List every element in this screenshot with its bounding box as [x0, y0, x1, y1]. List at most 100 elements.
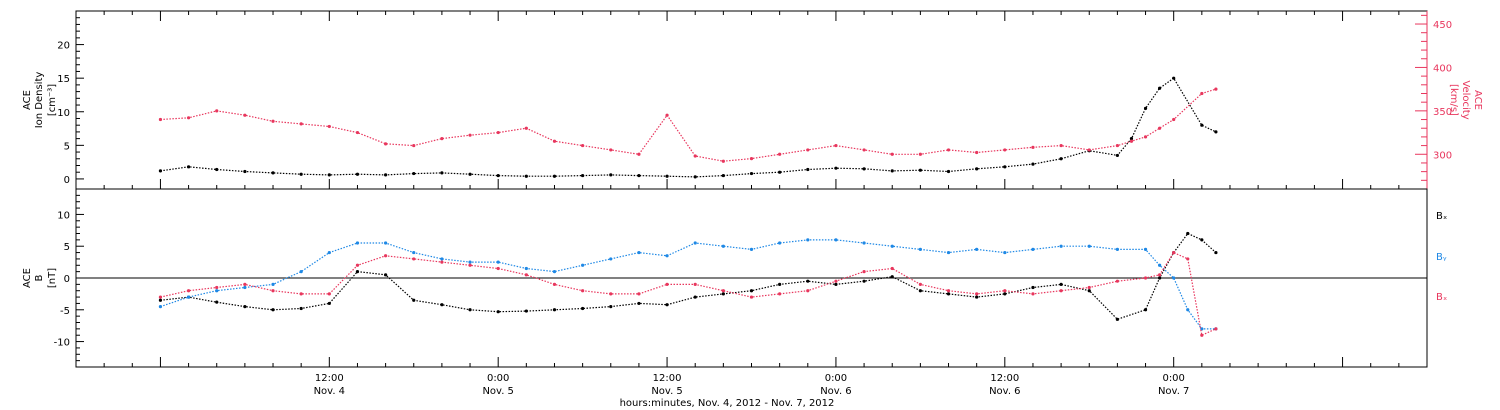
bz-point: [1172, 250, 1176, 255]
bx-point: [721, 292, 725, 296]
density-point: [243, 169, 247, 174]
legend-bz: Bₓ: [1436, 292, 1447, 303]
velocity-point: [1200, 91, 1204, 96]
bfield-tick-label: 5: [64, 242, 70, 253]
by-point: [384, 241, 388, 245]
density-point: [975, 167, 979, 171]
bx-point: [1003, 292, 1007, 296]
velocity-tick-label: 400: [1433, 63, 1452, 74]
bx-point: [355, 270, 360, 274]
density-point: [778, 170, 782, 174]
density-point: [946, 169, 951, 174]
legend-by: Bᵧ: [1436, 252, 1447, 263]
bz-point: [1115, 279, 1119, 283]
density-axis-label-2: Ion Density: [34, 72, 45, 129]
by-point: [778, 241, 782, 245]
bz-point: [299, 292, 303, 296]
velocity-point: [918, 152, 922, 156]
time-axis-label: hours:minutes, Nov. 4, 2012 - Nov. 7, 20…: [620, 398, 835, 409]
time-tick-label: 0:00: [825, 373, 847, 384]
velocity-point: [665, 113, 669, 117]
by-point: [271, 282, 275, 286]
density-point: [834, 166, 838, 170]
velocity-point: [158, 117, 163, 122]
by-point: [1143, 247, 1148, 251]
bx-point: [468, 308, 472, 312]
density-point: [665, 174, 669, 178]
density-point: [693, 175, 697, 179]
bz-point: [215, 285, 219, 290]
bz-point: [384, 254, 388, 258]
velocity-point: [609, 148, 613, 152]
velocity-series-line: [160, 88, 1217, 162]
density-point: [158, 169, 163, 173]
bz-point: [355, 263, 360, 267]
bx-point: [806, 279, 810, 283]
bz-point: [468, 263, 472, 267]
density-series-line: [160, 77, 1217, 178]
density-tick-label: 5: [64, 141, 70, 152]
bx-point: [1186, 231, 1190, 236]
bx-point: [1115, 317, 1119, 321]
velocity-point: [552, 139, 557, 143]
velocity-point: [834, 143, 838, 148]
by-point: [299, 270, 303, 274]
bx-point: [665, 303, 669, 307]
bx-point: [778, 282, 782, 286]
density-axis-label-1: ACE: [22, 90, 33, 110]
velocity-point: [1172, 117, 1176, 122]
by-point: [975, 247, 979, 251]
density-point: [384, 173, 388, 177]
bz-point: [412, 257, 416, 261]
date-tick-label: Nov. 4: [314, 386, 345, 397]
by-point: [581, 263, 585, 267]
density-tick-label: 0: [64, 175, 70, 186]
bz-point: [721, 289, 725, 293]
bz-point: [862, 270, 866, 274]
time-tick-label: 0:00: [1162, 373, 1184, 384]
by-point: [946, 250, 951, 255]
velocity-point: [1003, 148, 1007, 152]
density-point: [186, 165, 191, 169]
density-point: [496, 173, 500, 178]
velocity-point: [946, 148, 951, 152]
bx-point: [384, 273, 388, 277]
bz-point: [946, 289, 951, 293]
date-tick-label: Nov. 5: [651, 386, 682, 397]
by-point: [468, 260, 472, 264]
by-point: [609, 257, 613, 261]
density-tick-label: 15: [57, 74, 70, 85]
time-tick-label: 12:00: [653, 373, 682, 384]
density-point: [1031, 162, 1035, 166]
by-point: [327, 250, 331, 255]
density-point: [1059, 157, 1063, 161]
bx-point: [1214, 250, 1218, 255]
bz-point: [271, 289, 275, 293]
by-point: [412, 250, 416, 255]
bz-point: [890, 266, 894, 271]
bz-point: [1143, 276, 1148, 280]
density-point: [440, 171, 444, 175]
density-point: [1214, 130, 1218, 134]
by-point: [552, 270, 557, 274]
bx-point: [862, 279, 866, 283]
velocity-point: [890, 152, 894, 156]
bx-point: [524, 309, 528, 313]
velocity-point: [1087, 148, 1091, 152]
density-point: [581, 173, 585, 178]
by-point: [1031, 247, 1035, 251]
bx-point: [412, 298, 416, 302]
bz-point: [158, 295, 163, 299]
bx-point: [693, 295, 697, 299]
by-point: [806, 238, 810, 242]
bz-point: [609, 292, 613, 296]
density-point: [299, 172, 303, 176]
bx-point: [1143, 308, 1148, 312]
density-point: [468, 172, 472, 176]
density-tick-label: 10: [57, 108, 70, 119]
density-axis-label-3: [cm⁻³]: [47, 84, 58, 116]
velocity-axis-ticks: 300 350 400 450: [1415, 11, 1452, 189]
bz-point: [749, 295, 754, 299]
density-point: [1158, 86, 1162, 90]
